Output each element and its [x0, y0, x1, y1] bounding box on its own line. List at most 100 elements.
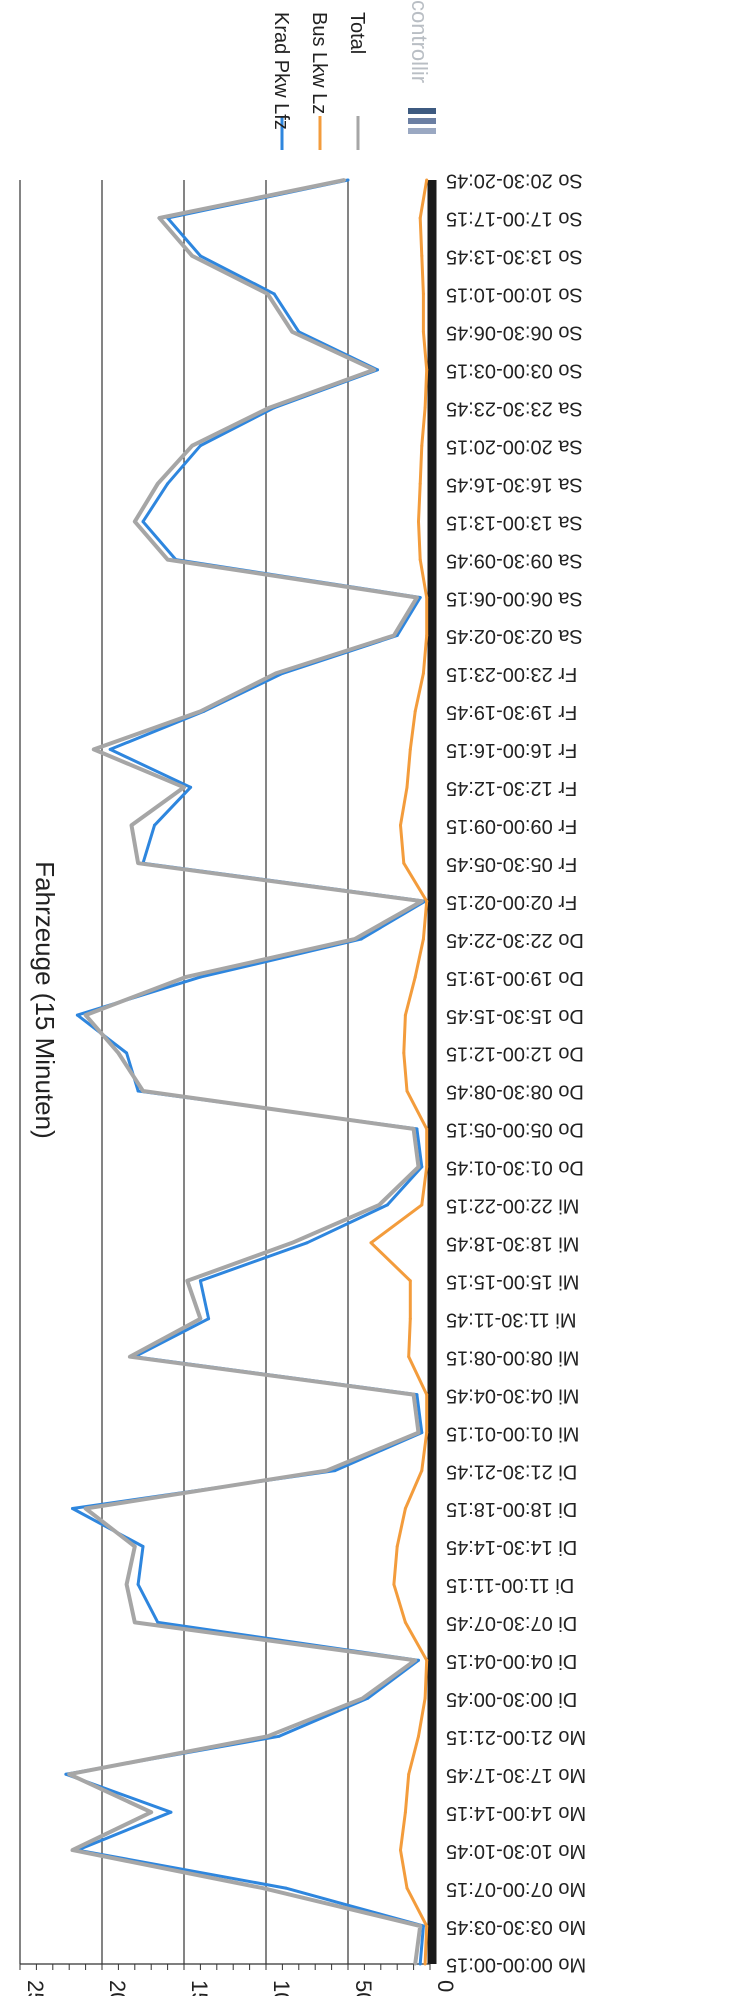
x-tick-label: Do 15:30-15:45 — [446, 1005, 584, 1027]
data-point — [133, 1620, 137, 1624]
data-point — [71, 1507, 74, 1510]
x-tick-label: Fr 23:00-23:15 — [446, 663, 577, 685]
data-point — [425, 1165, 429, 1169]
data-point — [361, 1696, 365, 1700]
data-point — [421, 292, 425, 296]
data-point — [392, 634, 396, 637]
data-point — [125, 1582, 129, 1586]
x-tick-label: Mo 00:00-00:15 — [446, 1954, 586, 1976]
data-point — [420, 899, 424, 903]
data-point — [198, 254, 202, 258]
legend: Krad Pkw Lfz Bus Lkw Lz Total — [270, 12, 368, 150]
data-point — [420, 254, 424, 258]
x-tick-label: Mo 21:00-21:15 — [446, 1726, 586, 1748]
data-point — [272, 292, 276, 296]
data-point — [403, 1013, 407, 1017]
data-point — [405, 1886, 409, 1890]
brand-logo: controllir — [407, 0, 436, 134]
data-point — [405, 785, 409, 789]
series-line-total — [67, 178, 424, 1965]
data-point — [185, 1279, 189, 1283]
data-point — [376, 368, 379, 372]
data-point — [413, 1658, 417, 1662]
data-point — [290, 330, 294, 334]
x-tick-label: So 20:30-20:45 — [446, 170, 583, 192]
data-point — [156, 1620, 160, 1624]
data-point — [141, 1089, 145, 1093]
data-point — [141, 520, 145, 524]
x-tick-label: Mi 08:00-08:15 — [446, 1346, 579, 1368]
data-point — [149, 1810, 153, 1814]
brand-mark — [408, 128, 436, 134]
data-point — [92, 747, 96, 751]
data-point — [346, 178, 350, 182]
x-tick-label: Mo 14:00-14:15 — [446, 1802, 586, 1824]
data-point — [166, 558, 170, 562]
data-point — [425, 596, 429, 599]
data-point — [207, 1317, 211, 1321]
series-line-krad-pkw-lfz — [64, 178, 427, 1965]
x-category-labels: Mo 00:00-00:15 Mo 03:30-03:45 Mo 07:00-07:… — [446, 170, 586, 1976]
data-point — [84, 1013, 88, 1017]
data-point — [266, 292, 270, 296]
data-point — [277, 1734, 281, 1738]
data-point — [369, 1241, 373, 1245]
data-point — [261, 1886, 265, 1890]
data-point — [425, 1127, 429, 1131]
y-tick-label: 200 — [105, 1980, 130, 1996]
data-point — [415, 596, 419, 599]
data-point — [420, 1431, 424, 1435]
data-point — [190, 254, 194, 258]
data-point — [284, 1886, 288, 1890]
data-point — [421, 330, 425, 334]
x-tick-label: Di 11:00-11:15 — [446, 1574, 574, 1596]
data-point — [420, 1203, 424, 1207]
data-point — [408, 1279, 412, 1283]
x-tick-label: Sa 06:00-06:15 — [446, 587, 583, 609]
data-point — [156, 482, 160, 486]
x-tick-label: Do 22:30-22:45 — [446, 929, 584, 951]
data-point — [403, 1810, 407, 1814]
x-tick-label: Di 04:00-04:15 — [446, 1650, 577, 1672]
data-point — [408, 747, 412, 751]
data-point — [407, 1772, 411, 1776]
x-tick-label: Mi 18:30-18:45 — [446, 1233, 579, 1255]
brand-text: controllir — [407, 0, 432, 83]
y-tick-label: 50 — [351, 1980, 376, 1996]
x-tick-label: Di 18:00-18:15 — [446, 1498, 577, 1520]
data-point — [420, 1469, 424, 1473]
x-tick-label: So 06:30-06:45 — [446, 322, 583, 344]
data-point — [425, 899, 429, 903]
data-point — [423, 1696, 427, 1700]
data-point — [325, 1469, 329, 1473]
data-point — [418, 216, 422, 220]
data-point — [153, 823, 156, 827]
data-point — [125, 1051, 129, 1055]
y-axis-title: Fahrzeuge (15 Minuten) — [30, 861, 60, 1138]
data-point — [421, 937, 425, 941]
data-point — [417, 1431, 420, 1435]
data-point — [71, 1848, 74, 1852]
x-tick-label: Fr 09:00-09:15 — [446, 815, 577, 837]
data-point — [413, 709, 417, 713]
data-point — [415, 1393, 419, 1397]
x-tick-label: Mi 01:00-01:15 — [446, 1422, 579, 1444]
x-tick-label: Fr 19:30-19:45 — [446, 701, 577, 723]
data-point — [413, 975, 417, 979]
data-point — [417, 520, 420, 524]
x-tick-label: Sa 09:30-09:45 — [446, 549, 583, 571]
gridlines — [19, 180, 437, 1964]
data-point — [421, 1924, 425, 1928]
data-point — [392, 1582, 396, 1586]
data-point — [418, 1962, 422, 1966]
data-point — [402, 861, 406, 865]
legend-label: Total — [346, 12, 368, 54]
data-point — [418, 1924, 422, 1928]
data-point — [413, 1962, 417, 1966]
data-point — [425, 1393, 429, 1397]
x-tick-label: Fr 12:30-12:45 — [446, 777, 577, 799]
x-tick-label: So 10:00-10:15 — [446, 284, 583, 306]
data-point — [108, 747, 112, 751]
data-point — [420, 1165, 424, 1169]
